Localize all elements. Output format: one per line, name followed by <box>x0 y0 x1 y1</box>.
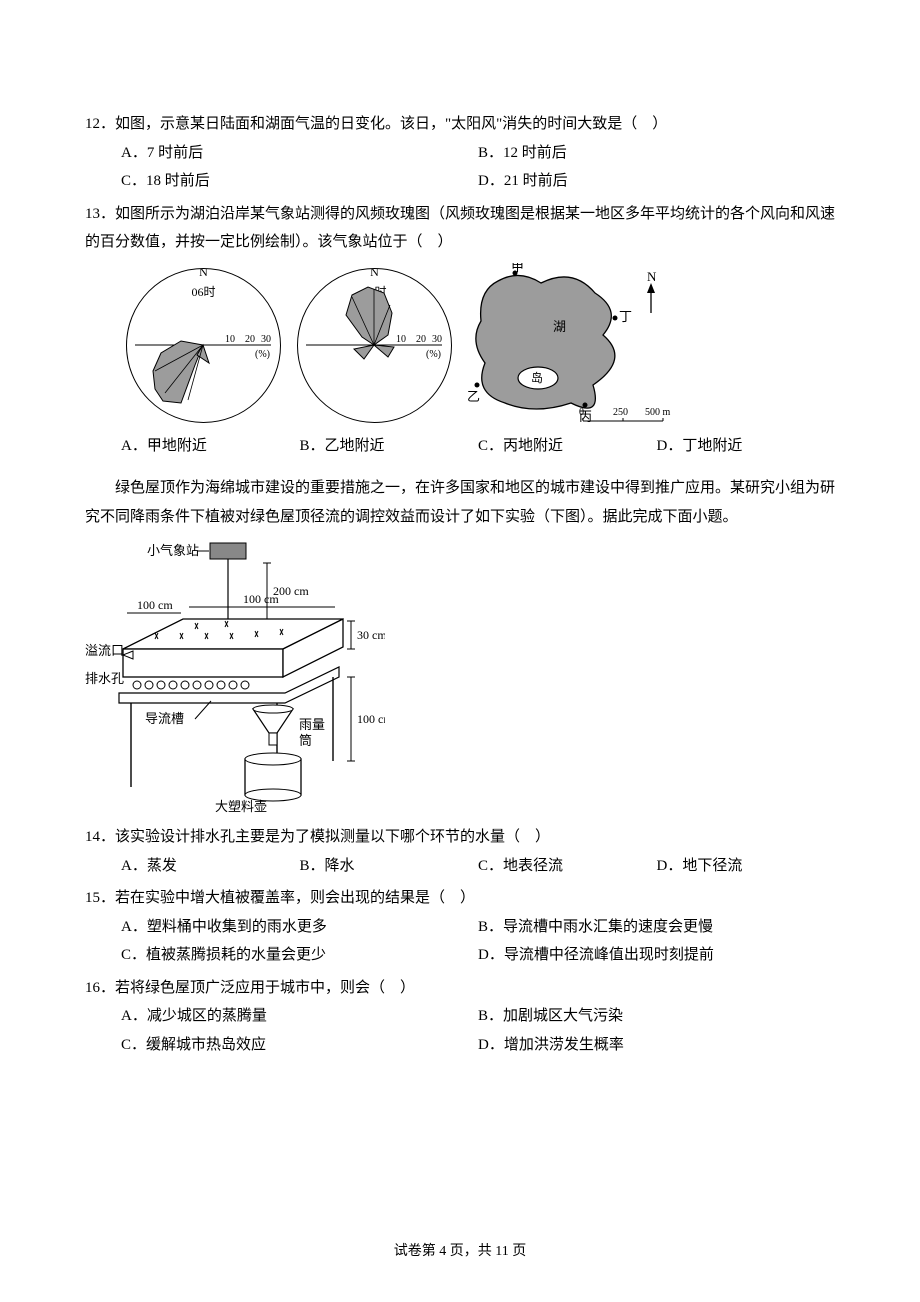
svg-text:20: 20 <box>245 334 255 345</box>
q15-opt-a: A．塑料桶中收集到的雨水更多 <box>121 913 478 942</box>
q14-options: A．蒸发 B．降水 C．地表径流 D．地下径流 <box>85 852 835 881</box>
q16-opt-a: A．减少城区的蒸腾量 <box>121 1002 478 1031</box>
experiment-svg: 小气象站 200 cm 100 cm 100 cm 溢流口 <box>85 537 385 817</box>
svg-text:10: 10 <box>396 334 406 345</box>
svg-text:溢流口: 溢流口 <box>85 643 124 658</box>
experiment-figure: 小气象站 200 cm 100 cm 100 cm 溢流口 <box>85 537 365 817</box>
svg-text:10: 10 <box>225 334 235 345</box>
svg-text:筒: 筒 <box>299 733 312 748</box>
svg-text:20: 20 <box>416 334 426 345</box>
rose1-svg: 10 20 30 (%) <box>126 268 281 423</box>
svg-text:排水孔: 排水孔 <box>85 671 124 686</box>
q16-stem: 16．若将绿色屋顶广泛应用于城市中，则会（ ） <box>85 974 835 1003</box>
map-label-jia: 甲 <box>511 263 524 274</box>
map-label-lake: 湖 <box>553 319 566 334</box>
q14-opt-c: C．地表径流 <box>478 852 657 881</box>
q16-options: A．减少城区的蒸腾量 B．加剧城区大气污染 C．缓解城市热岛效应 D．增加洪涝发… <box>85 1002 835 1059</box>
map-label-yi: 乙 <box>467 389 480 404</box>
svg-text:100 cm: 100 cm <box>357 712 385 726</box>
svg-text:(%): (%) <box>426 349 441 360</box>
rose2-svg: 10 20 30 (%) <box>297 268 452 423</box>
q14-opt-d: D．地下径流 <box>657 852 836 881</box>
svg-text:0: 0 <box>579 407 584 418</box>
wind-rose-06: N 06时 10 20 30 (%) <box>121 263 286 428</box>
q15-opt-c: C．植被蒸腾损耗的水量会更少 <box>121 941 478 970</box>
q12-options: A．7 时前后 B．12 时前后 C．18 时前后 D．21 时前后 <box>85 139 835 196</box>
svg-text:100 cm: 100 cm <box>243 592 279 606</box>
q15-opt-d: D．导流槽中径流峰值出现时刻提前 <box>478 941 835 970</box>
map-svg: 甲 乙 丙 丁 湖 岛 N 0 250 500 m <box>463 263 673 428</box>
svg-text:大塑料壶: 大塑料壶 <box>215 799 267 814</box>
passage-green-roof: 绿色屋顶作为海绵城市建设的重要措施之一，在许多国家和地区的城市建设中得到推广应用… <box>85 474 835 531</box>
q13-opt-a: A．甲地附近 <box>121 432 300 461</box>
q14-opt-a: A．蒸发 <box>121 852 300 881</box>
q12-opt-a: A．7 时前后 <box>121 139 478 168</box>
q12-opt-b: B．12 时前后 <box>478 139 835 168</box>
q14-opt-b: B．降水 <box>300 852 479 881</box>
svg-text:30: 30 <box>261 334 271 345</box>
q13-figure-row: N 06时 10 20 30 (%) <box>85 263 835 428</box>
q16-opt-d: D．增加洪涝发生概率 <box>478 1031 835 1060</box>
svg-text:500 m: 500 m <box>645 407 671 418</box>
q12-stem: 12．如图，示意某日陆面和湖面气温的日变化。该日，"太阳风"消失的时间大致是（ … <box>85 110 835 139</box>
svg-text:250: 250 <box>613 407 628 418</box>
q13-opt-b: B．乙地附近 <box>300 432 479 461</box>
q13-options: A．甲地附近 B．乙地附近 C．丙地附近 D．丁地附近 <box>85 432 835 461</box>
q12-opt-c: C．18 时前后 <box>121 167 478 196</box>
q12-opt-d: D．21 时前后 <box>478 167 835 196</box>
q15-stem: 15．若在实验中增大植被覆盖率，则会出现的结果是（ ） <box>85 884 835 913</box>
svg-text:小气象站: 小气象站 <box>147 543 199 558</box>
svg-text:(%): (%) <box>255 349 270 360</box>
lake-map: 甲 乙 丙 丁 湖 岛 N 0 250 500 m <box>463 263 673 428</box>
svg-text:30 cm: 30 cm <box>357 628 385 642</box>
svg-text:30: 30 <box>432 334 442 345</box>
map-label-dao: 岛 <box>531 370 543 385</box>
page-footer: 试卷第 4 页，共 11 页 <box>0 1239 920 1266</box>
q15-options: A．塑料桶中收集到的雨水更多 B．导流槽中雨水汇集的速度会更慢 C．植被蒸腾损耗… <box>85 913 835 970</box>
q16-opt-b: B．加剧城区大气污染 <box>478 1002 835 1031</box>
q15-opt-b: B．导流槽中雨水汇集的速度会更慢 <box>478 913 835 942</box>
q13-stem: 13．如图所示为湖泊沿岸某气象站测得的风频玫瑰图（风频玫瑰图是根据某一地区多年平… <box>85 200 835 257</box>
svg-text:导流槽: 导流槽 <box>145 711 184 726</box>
q13-opt-c: C．丙地附近 <box>478 432 657 461</box>
wind-rose-15: N 15时 10 20 30 (%) <box>292 263 457 428</box>
q16-opt-c: C．缓解城市热岛效应 <box>121 1031 478 1060</box>
q13-opt-d: D．丁地附近 <box>657 432 836 461</box>
svg-text:雨量: 雨量 <box>299 717 325 732</box>
map-label-ding: 丁 <box>619 309 632 324</box>
svg-text:100 cm: 100 cm <box>137 598 173 612</box>
q14-stem: 14．该实验设计排水孔主要是为了模拟测量以下哪个环节的水量（ ） <box>85 823 835 852</box>
map-north-label: N <box>647 269 657 284</box>
